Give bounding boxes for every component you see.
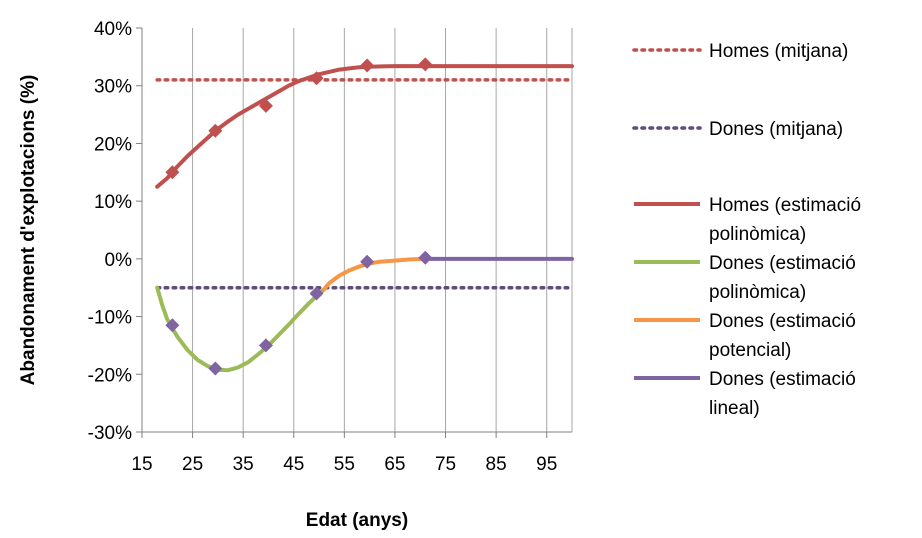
x-tick-label: 35 (233, 454, 254, 475)
data-point-marker (165, 165, 180, 180)
y-axis-title: Abandonament d'explotacions (%) (18, 75, 39, 386)
data-point-marker (208, 361, 223, 376)
x-tick-label: 15 (131, 454, 152, 475)
data-point-marker (309, 71, 324, 86)
data-point-marker (258, 338, 273, 353)
legend-label: Homes (estimació (709, 195, 861, 216)
x-tick-label: 75 (435, 454, 456, 475)
legend-label: Dones (estimació (709, 253, 856, 274)
data-point-marker (208, 123, 223, 138)
y-tick-label: -20% (88, 365, 132, 386)
y-tick-label: 30% (94, 77, 132, 98)
legend-label: potencial) (709, 340, 791, 361)
legend-label: Dones (mitjana) (709, 119, 843, 140)
x-tick-label: 55 (334, 454, 355, 475)
legend-label: Homes (mitjana) (709, 41, 848, 62)
legend-label: polinòmica) (709, 224, 806, 245)
series-group (155, 64, 574, 373)
data-point-marker (165, 318, 180, 333)
data-point-marker (360, 254, 375, 269)
x-tick-label: 95 (536, 454, 557, 475)
x-tick-label: 85 (486, 454, 507, 475)
legend-label: Dones (estimació (709, 369, 856, 390)
data-point-marker (418, 57, 433, 72)
series-line-homes_poli (155, 64, 574, 189)
y-tick-label: 40% (94, 19, 132, 40)
x-tick-label: 25 (182, 454, 203, 475)
grid (141, 28, 573, 432)
markers-group (165, 57, 433, 376)
y-tick-label: -10% (88, 308, 132, 329)
data-point-marker (309, 286, 324, 301)
x-tick-label: 65 (384, 454, 405, 475)
axes (136, 27, 572, 438)
tick-labels: -30% -20% -10% 0% 10% 20% 30% 40% 15 25 35 45 55 65 75… (88, 19, 558, 475)
legend-label: lineal) (709, 398, 760, 419)
x-tick-label: 45 (283, 454, 304, 475)
data-point-marker (360, 58, 375, 73)
y-tick-label: 0% (105, 250, 133, 271)
legend: Homes (mitjana) Dones (mitjana) Homes (est… (632, 41, 861, 419)
series-line-dones_pot (322, 256, 428, 292)
x-axis-title: Edat (anys) (306, 510, 408, 531)
y-tick-label: -30% (88, 423, 132, 444)
legend-label: Dones (estimació (709, 311, 856, 332)
data-point-marker (418, 250, 433, 265)
legend-label: polinòmica) (709, 282, 806, 303)
y-tick-label: 20% (94, 134, 132, 155)
data-point-marker (258, 98, 273, 113)
y-tick-label: 10% (94, 192, 132, 213)
series-line-dones_poli (155, 285, 327, 373)
